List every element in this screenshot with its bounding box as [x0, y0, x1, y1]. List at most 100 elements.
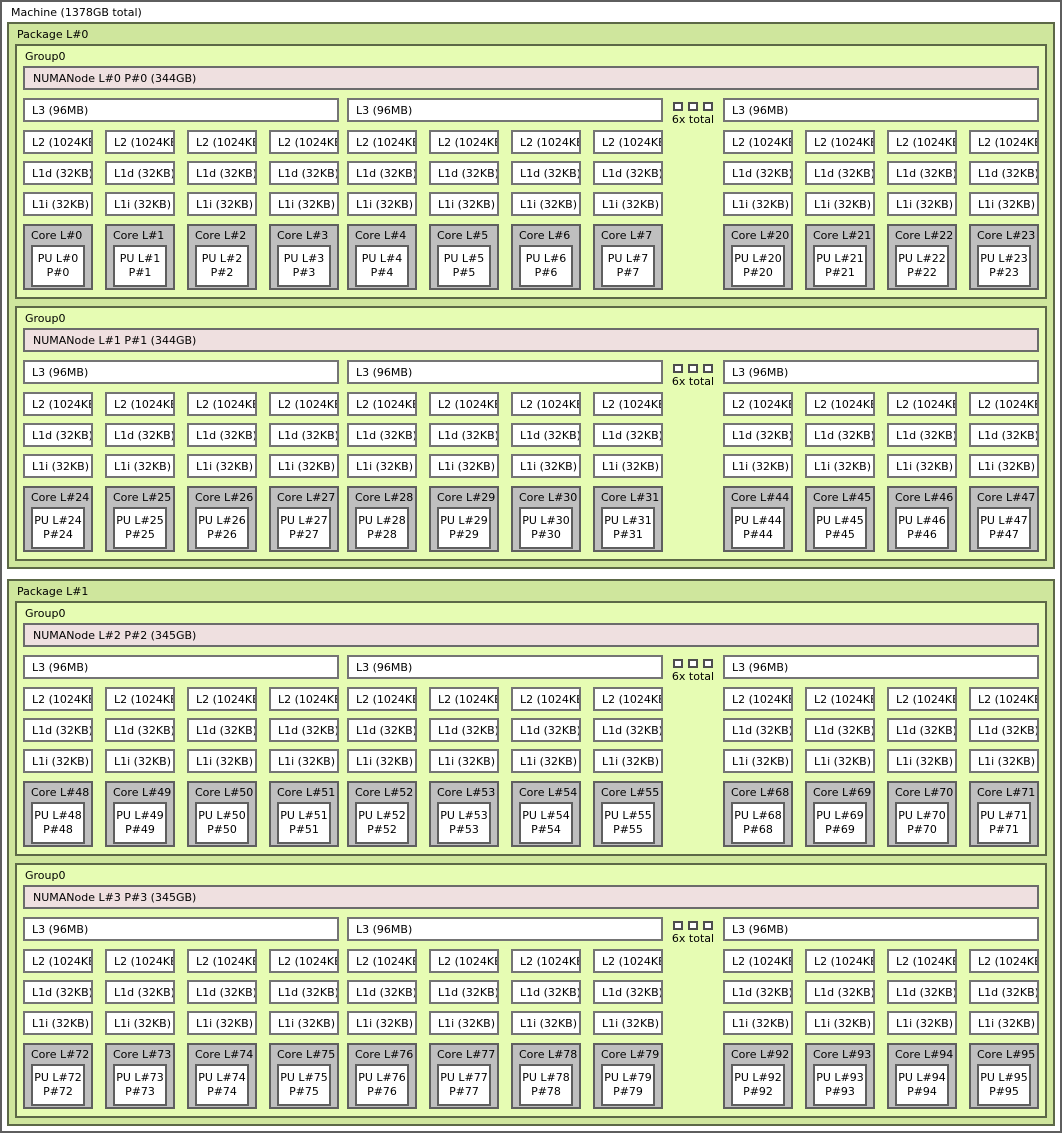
l1i-cache-box: L1i (32KB): [723, 1011, 793, 1035]
l3-cache-label: L3 (96MB): [732, 103, 789, 117]
l1d-cache-label: L1d (32KB): [732, 428, 793, 442]
l2-cache-label: L2 (1024KB): [32, 135, 91, 149]
core-label: Core L#76: [355, 1048, 414, 1061]
pu-label: PU L#48: [34, 809, 82, 822]
core-column-row: L2 (1024KB) L1d (32KB) L1i (32KB) Core L…: [723, 130, 1039, 290]
pu-box: PU L#72 P#72: [31, 1064, 85, 1106]
pu-p-label: P#28: [367, 528, 397, 541]
core-box: Core L#47 PU L#47 P#47: [969, 486, 1039, 552]
pu-box: PU L#27 P#27: [277, 507, 331, 549]
l1d-cache-box: L1d (32KB): [593, 980, 663, 1004]
core-label: Core L#6: [519, 229, 571, 242]
core-box: Core L#31 PU L#31 P#31: [593, 486, 663, 552]
pu-box: PU L#73 P#73: [113, 1064, 167, 1106]
l2-cache-box: L2 (1024KB): [723, 392, 793, 416]
l3-cluster: L3 (96MB) L2 (1024KB) L1d (32KB) L1i (32…: [723, 98, 1039, 290]
l2-cache-box: L2 (1024KB): [887, 392, 957, 416]
l2-cache-label: L2 (1024KB): [356, 135, 415, 149]
l3-cache-box: L3 (96MB): [23, 98, 339, 122]
l1d-cache-label: L1d (32KB): [438, 985, 499, 999]
pu-p-label: P#74: [207, 1085, 237, 1098]
core-box: Core L#54 PU L#54 P#54: [511, 781, 581, 847]
overflow-label: 6x total: [671, 932, 715, 945]
core-box: Core L#92 PU L#92 P#92: [723, 1043, 793, 1109]
core-column: L2 (1024KB) L1d (32KB) L1i (32KB) Core L…: [429, 687, 499, 847]
core-column: L2 (1024KB) L1d (32KB) L1i (32KB) Core L…: [429, 392, 499, 552]
l2-cache-label: L2 (1024KB): [520, 397, 579, 411]
package-box: Package L#1 Group0 NUMANode L#2 P#2 (345…: [7, 579, 1055, 1126]
l2-cache-label: L2 (1024KB): [602, 135, 661, 149]
pu-label: PU L#69: [816, 809, 864, 822]
l1d-cache-label: L1d (32KB): [278, 166, 339, 180]
l2-cache-label: L2 (1024KB): [896, 135, 955, 149]
l2-cache-box: L2 (1024KB): [511, 392, 581, 416]
l2-cache-label: L2 (1024KB): [814, 135, 873, 149]
pu-label: PU L#23: [980, 252, 1028, 265]
l1i-cache-label: L1i (32KB): [278, 754, 336, 768]
core-label: Core L#95: [977, 1048, 1036, 1061]
pu-p-label: P#46: [907, 528, 937, 541]
l1d-cache-label: L1d (32KB): [732, 166, 793, 180]
l1d-cache-label: L1d (32KB): [602, 723, 663, 737]
group-list: Group0 NUMANode L#2 P#2 (345GB) L3 (96MB…: [15, 601, 1047, 1118]
l1d-cache-box: L1d (32KB): [887, 718, 957, 742]
l1i-cache-label: L1i (32KB): [278, 459, 336, 473]
l1i-cache-label: L1i (32KB): [114, 197, 172, 211]
core-label: Core L#48: [31, 786, 90, 799]
group-label: Group0: [25, 869, 66, 882]
core-column-row: L2 (1024KB) L1d (32KB) L1i (32KB) Core L…: [347, 687, 663, 847]
core-label: Core L#7: [601, 229, 653, 242]
l3-cache-label: L3 (96MB): [356, 365, 413, 379]
l2-cache-box: L2 (1024KB): [269, 949, 339, 973]
l1d-cache-box: L1d (32KB): [805, 718, 875, 742]
l1i-cache-box: L1i (32KB): [511, 192, 581, 216]
l1d-cache-box: L1d (32KB): [593, 718, 663, 742]
pu-p-label: P#29: [449, 528, 479, 541]
l1d-cache-box: L1d (32KB): [511, 161, 581, 185]
pu-label: PU L#5: [443, 252, 485, 265]
l1i-cache-box: L1i (32KB): [969, 1011, 1039, 1035]
l2-cache-box: L2 (1024KB): [269, 130, 339, 154]
l2-cache-label: L2 (1024KB): [896, 397, 955, 411]
pu-p-label: P#21: [825, 266, 855, 279]
l2-cache-box: L2 (1024KB): [347, 949, 417, 973]
core-column: L2 (1024KB) L1d (32KB) L1i (32KB) Core L…: [347, 687, 417, 847]
core-label: Core L#77: [437, 1048, 496, 1061]
pu-label: PU L#22: [898, 252, 946, 265]
core-box: Core L#76 PU L#76 P#76: [347, 1043, 417, 1109]
l1i-cache-box: L1i (32KB): [347, 749, 417, 773]
square-icon: [673, 921, 683, 930]
pu-box: PU L#71 P#71: [977, 802, 1031, 844]
l2-cache-label: L2 (1024KB): [438, 954, 497, 968]
l2-cache-label: L2 (1024KB): [732, 135, 791, 149]
package-list: Package L#0 Group0 NUMANode L#0 P#0 (344…: [7, 22, 1055, 1126]
pu-box: PU L#55 P#55: [601, 802, 655, 844]
l1i-cache-label: L1i (32KB): [196, 1016, 254, 1030]
l1d-cache-label: L1d (32KB): [896, 985, 957, 999]
l1d-cache-label: L1d (32KB): [732, 723, 793, 737]
l1i-cache-box: L1i (32KB): [105, 454, 175, 478]
pu-box: PU L#0 P#0: [31, 245, 85, 287]
l1i-cache-label: L1i (32KB): [520, 1016, 578, 1030]
numanode-box: NUMANode L#2 P#2 (345GB): [23, 623, 1039, 647]
square-icon: [703, 102, 713, 111]
l1d-cache-label: L1d (32KB): [196, 985, 257, 999]
core-column-row: L2 (1024KB) L1d (32KB) L1i (32KB) Core L…: [723, 392, 1039, 552]
l2-cache-box: L2 (1024KB): [593, 687, 663, 711]
l1d-cache-label: L1d (32KB): [602, 166, 663, 180]
l2-cache-label: L2 (1024KB): [32, 692, 91, 706]
l1i-cache-box: L1i (32KB): [723, 454, 793, 478]
core-box: Core L#50 PU L#50 P#50: [187, 781, 257, 847]
l1d-cache-label: L1d (32KB): [356, 723, 417, 737]
core-box: Core L#75 PU L#75 P#75: [269, 1043, 339, 1109]
l2-cache-label: L2 (1024KB): [278, 692, 337, 706]
pu-box: PU L#74 P#74: [195, 1064, 249, 1106]
l3-cache-label: L3 (96MB): [732, 660, 789, 674]
l1d-cache-box: L1d (32KB): [347, 980, 417, 1004]
pu-p-label: P#0: [46, 266, 70, 279]
core-box: Core L#3 PU L#3 P#3: [269, 224, 339, 290]
l3-cluster: L3 (96MB) L2 (1024KB) L1d (32KB) L1i (32…: [23, 360, 339, 552]
core-label: Core L#46: [895, 491, 954, 504]
l3-cache-box: L3 (96MB): [347, 360, 663, 384]
overflow-squares-icon: [673, 364, 713, 373]
